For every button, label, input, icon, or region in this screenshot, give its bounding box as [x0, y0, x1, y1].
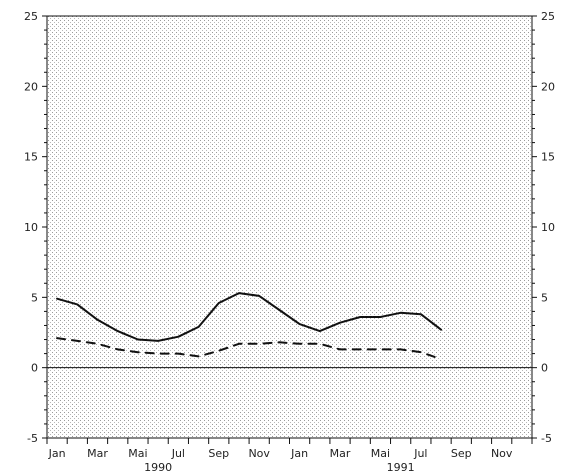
- y-tick-label-left: 0: [31, 362, 38, 375]
- x-tick-label: Nov: [248, 447, 270, 460]
- x-tick-label: Mai: [128, 447, 147, 460]
- y-tick-label-left: 10: [24, 221, 38, 234]
- x-tick-label: Mai: [371, 447, 390, 460]
- tick-labels: 25 25 20 20 15 15 10 10 5 5 0 0 -5 -5 Jan Mar Mai Jul Sep N…: [24, 10, 555, 474]
- year-label: 1991: [387, 461, 415, 474]
- x-tick-label: Nov: [491, 447, 513, 460]
- x-tick-label: Sep: [451, 447, 472, 460]
- x-tick-label: Sep: [208, 447, 229, 460]
- series-group: [56, 292, 443, 361]
- x-tick-label: Mar: [330, 447, 351, 460]
- y-tick-label-left: -5: [27, 432, 38, 445]
- y-tick-label-right: 20: [541, 80, 555, 93]
- y-tick-label-right: 5: [541, 291, 548, 304]
- x-tick-label: Jul: [171, 447, 185, 460]
- y-tick-label-left: 20: [24, 80, 38, 93]
- year-label: 1990: [144, 461, 172, 474]
- y-tick-label-right: 15: [541, 151, 555, 164]
- series-line-2: [56, 337, 443, 361]
- x-tick-label: Jul: [413, 447, 427, 460]
- y-tick-label-right: -5: [541, 432, 552, 445]
- y-tick-label-left: 15: [24, 151, 38, 164]
- x-tick-label: Mar: [87, 447, 108, 460]
- x-tick-label: Jan: [290, 447, 308, 460]
- axes: [42, 15, 537, 444]
- y-tick-label-right: 25: [541, 10, 555, 23]
- y-tick-label-right: 10: [541, 221, 555, 234]
- y-tick-label-right: 0: [541, 362, 548, 375]
- y-tick-label-left: 5: [31, 291, 38, 304]
- series-line-1: [56, 292, 443, 342]
- y-tick-label-left: 25: [24, 10, 38, 23]
- plot-area: [47, 16, 532, 438]
- x-tick-label: Jan: [48, 447, 66, 460]
